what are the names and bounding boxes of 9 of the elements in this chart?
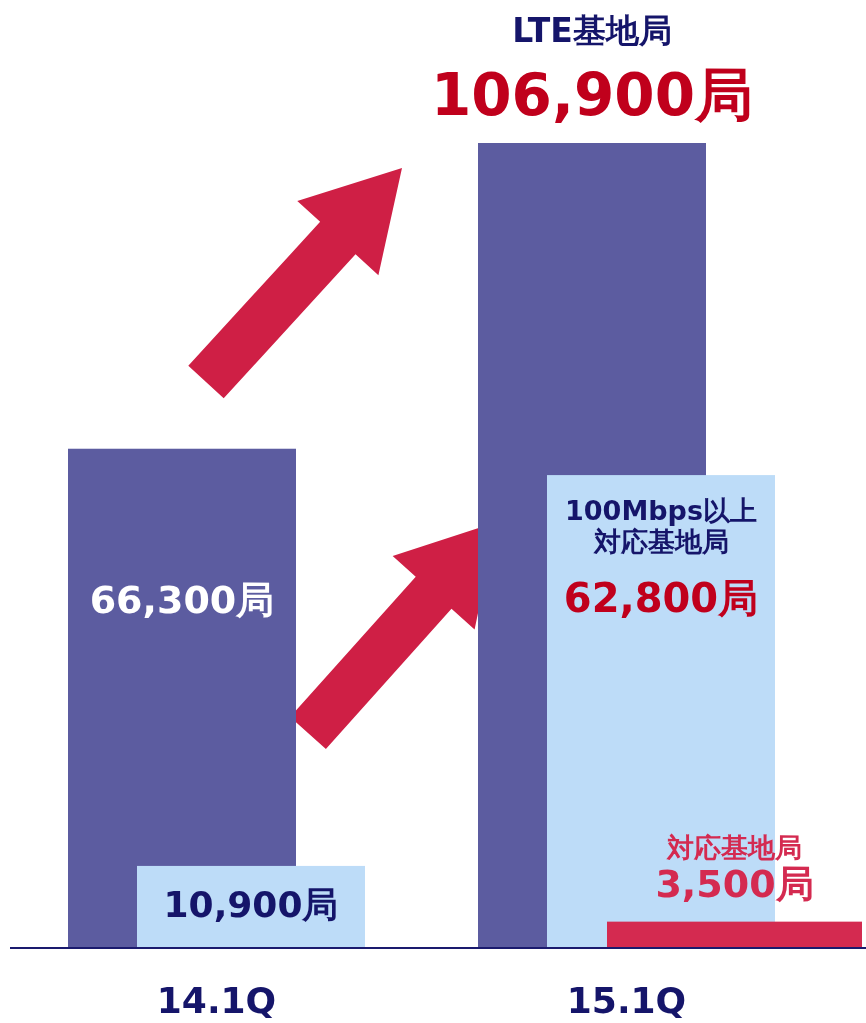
text: LTE基地局 xyxy=(511,11,673,50)
x-tick-label: 15.1Q xyxy=(565,980,688,1022)
data-label: 106,900局 xyxy=(429,61,755,129)
data-label: 3,500局 xyxy=(655,861,814,906)
x-tick-label: 14.1Q xyxy=(155,980,278,1022)
series-label: 100Mbps以上対応基地局 xyxy=(564,495,758,558)
data-label: 62,800局 xyxy=(562,575,760,622)
data-label: 66,300局 xyxy=(88,577,276,623)
data-label: 10,900局 xyxy=(162,883,340,926)
